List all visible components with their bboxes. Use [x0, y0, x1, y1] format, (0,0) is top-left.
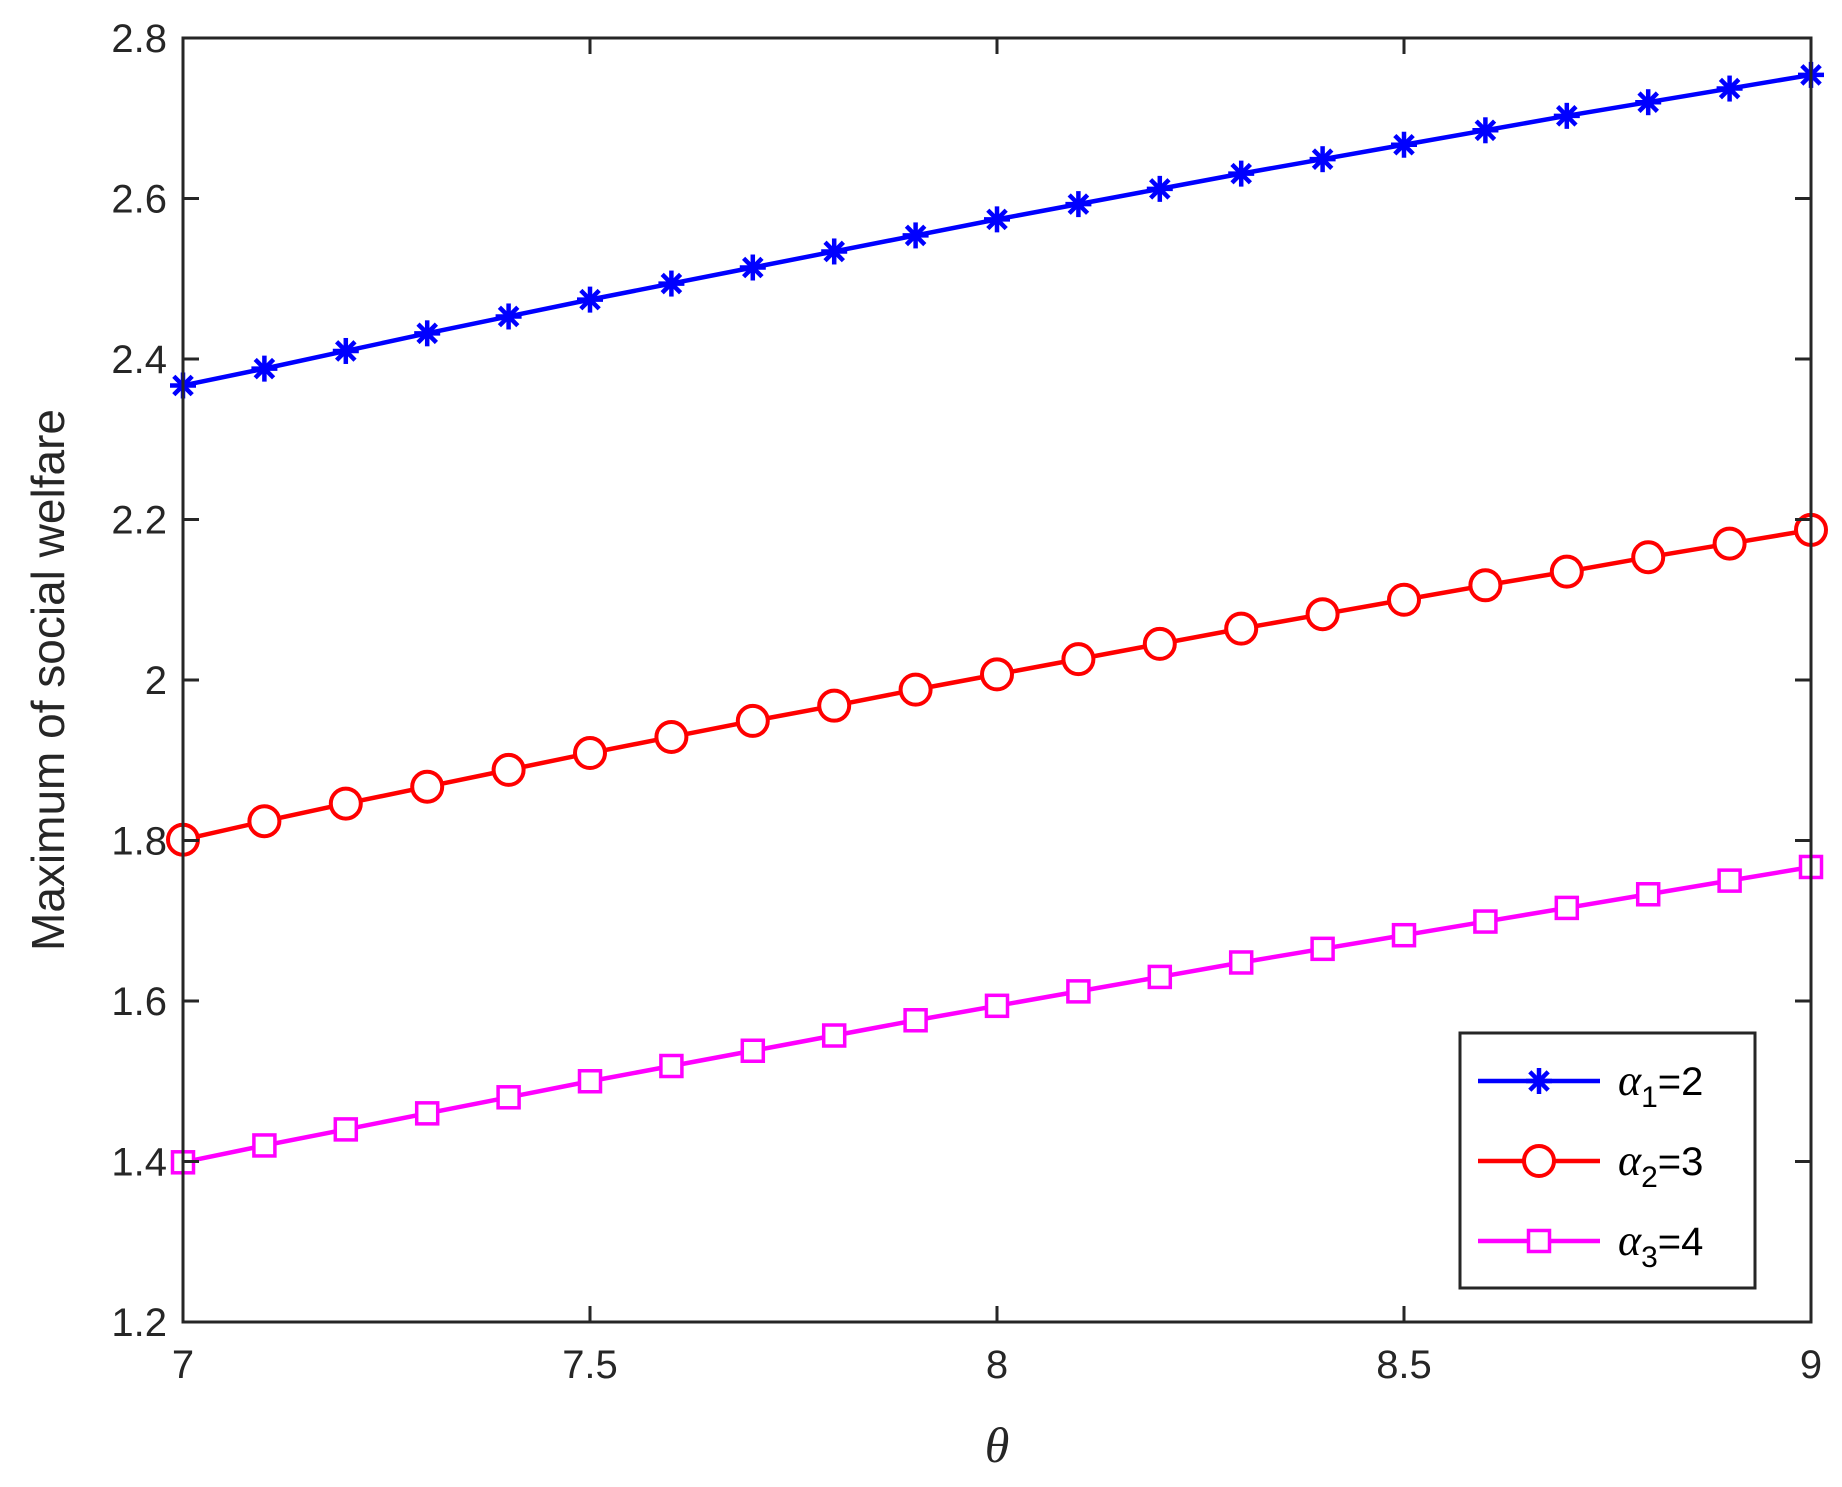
data-point [332, 337, 359, 364]
data-point [1228, 160, 1255, 187]
series-2 [166, 512, 1828, 857]
x-axis: 7 7.5 8 8.5 9 [172, 38, 1822, 1387]
data-point [903, 1008, 928, 1033]
legend-value: =4 [1658, 1220, 1704, 1264]
data-point [1309, 146, 1336, 173]
data-point [740, 1038, 766, 1064]
y-tick-label: 1.6 [111, 980, 167, 1024]
data-point [821, 238, 848, 265]
legend-marker [1526, 1068, 1552, 1094]
data-point [821, 1023, 847, 1048]
data-point [251, 355, 278, 382]
data-point [1553, 102, 1580, 129]
x-tick-label: 8.5 [1376, 1343, 1432, 1387]
data-point [1147, 964, 1173, 990]
x-axis-label: θ [985, 1417, 1010, 1473]
y-axis: 1.2 1.4 1.6 1.8 2 2.2 2.4 2.6 2.8 [111, 17, 1811, 1345]
legend-symbol: α [1618, 1056, 1642, 1105]
data-point [1635, 89, 1662, 116]
data-point [984, 993, 1010, 1019]
x-tick-label: 7 [172, 1343, 194, 1387]
data-point [333, 1117, 359, 1142]
y-tick-label: 1.4 [111, 1141, 167, 1185]
data-point [659, 1053, 684, 1079]
data-point [410, 769, 445, 804]
data-point [1310, 936, 1335, 962]
series-layer [166, 61, 1828, 1175]
data-point [414, 320, 441, 347]
data-point [902, 222, 929, 249]
data-point [654, 719, 689, 754]
data-point [984, 206, 1010, 233]
y-tick-label: 2.8 [111, 17, 167, 61]
data-point [1473, 909, 1498, 934]
data-point [1224, 611, 1259, 646]
data-point [898, 672, 933, 707]
legend-symbol: α [1618, 1136, 1642, 1185]
legend-entry-3: α3=4 [1478, 1216, 1703, 1274]
legend-subscript: 1 [1641, 1081, 1658, 1114]
x-tick-label: 8 [986, 1343, 1008, 1387]
legend-entry-2: α2=3 [1478, 1136, 1703, 1194]
y-tick-label: 1.2 [111, 1301, 167, 1345]
legend-value: =2 [1658, 1060, 1704, 1104]
data-point [577, 286, 603, 313]
data-point [1716, 75, 1743, 102]
data-point [1554, 895, 1580, 921]
legend: α1=2α2=3α3=4 [1458, 1031, 1757, 1290]
data-point [735, 703, 770, 738]
legend-entry-1: α1=2 [1478, 1056, 1703, 1114]
data-point [1387, 582, 1421, 617]
data-point [1228, 950, 1254, 975]
data-point [1061, 642, 1096, 677]
legend-subscript: 3 [1641, 1241, 1658, 1274]
data-point [1712, 526, 1747, 561]
legend-label: α3=4 [1618, 1216, 1703, 1274]
legend-subscript: 2 [1641, 1161, 1658, 1194]
y-tick-label: 2.2 [111, 499, 167, 543]
data-point [1631, 540, 1666, 575]
data-point [1635, 882, 1661, 907]
data-point [658, 270, 685, 297]
legend-marker [1522, 1144, 1556, 1178]
data-point [1065, 191, 1092, 218]
data-point [817, 688, 852, 723]
y-tick-label: 2 [145, 659, 167, 703]
data-point [414, 1101, 440, 1126]
data-point [1142, 626, 1177, 661]
data-point [496, 1085, 521, 1110]
data-point [247, 804, 282, 839]
data-point [1391, 922, 1417, 948]
data-point [573, 736, 607, 771]
data-point [328, 786, 363, 821]
data-point [1305, 597, 1340, 632]
y-tick-label: 1.8 [111, 820, 167, 864]
legend-label: α2=3 [1618, 1136, 1703, 1194]
y-axis-label: Maximum of social welfare [22, 409, 74, 951]
data-point [495, 303, 522, 330]
data-point [1468, 568, 1503, 603]
x-tick-label: 9 [1800, 1343, 1822, 1387]
data-point [1391, 131, 1417, 158]
data-point [1717, 868, 1742, 893]
x-tick-label: 7.5 [562, 1343, 618, 1387]
data-point [1472, 117, 1499, 144]
data-point [739, 254, 766, 281]
legend-label: α1=2 [1618, 1056, 1703, 1114]
legend-marker [1526, 1228, 1552, 1254]
data-point [980, 657, 1014, 692]
data-point [1549, 554, 1584, 589]
data-point [1146, 175, 1173, 202]
data-point [491, 752, 526, 787]
y-tick-label: 2.4 [111, 338, 167, 382]
legend-value: =3 [1658, 1140, 1704, 1184]
data-point [252, 1133, 277, 1158]
data-point [1066, 979, 1091, 1004]
legend-symbol: α [1618, 1216, 1642, 1265]
data-point [577, 1069, 603, 1094]
series-1 [170, 61, 1824, 399]
y-tick-label: 2.6 [111, 178, 167, 222]
